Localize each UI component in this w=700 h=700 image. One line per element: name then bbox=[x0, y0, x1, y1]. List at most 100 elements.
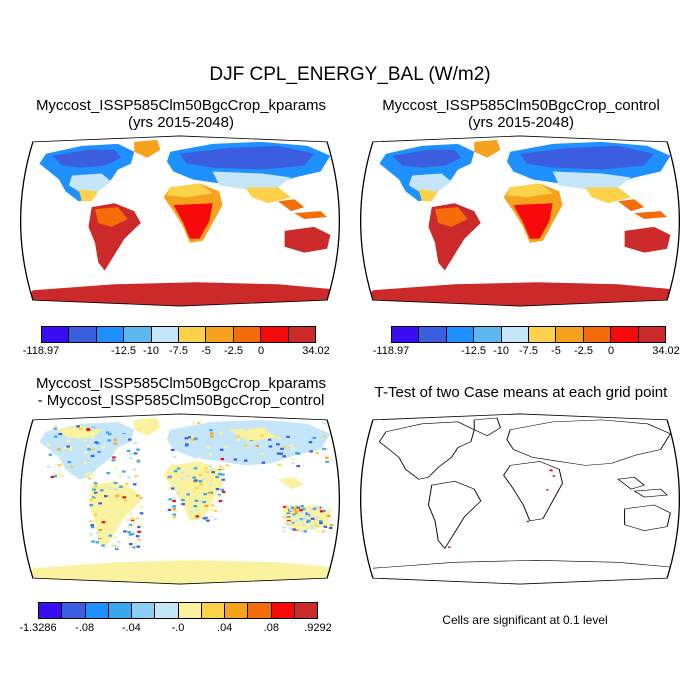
colorbar-swatch bbox=[179, 327, 207, 342]
difference-cell bbox=[137, 530, 141, 533]
difference-cell bbox=[128, 508, 132, 511]
difference-cell bbox=[90, 526, 95, 529]
difference-cell bbox=[315, 525, 320, 528]
difference-cell bbox=[221, 473, 225, 476]
difference-cell bbox=[243, 459, 248, 462]
difference-cell bbox=[96, 520, 100, 523]
difference-cell bbox=[294, 514, 299, 517]
difference-cell bbox=[89, 504, 94, 507]
colorbar-difference bbox=[38, 602, 318, 619]
colorbar-swatch bbox=[288, 327, 316, 342]
difference-cell bbox=[136, 517, 141, 520]
colorbar-difference-labels: -1.3286 -.08 -.04 -.0 .04 .08 .9292 bbox=[19, 622, 331, 636]
difference-cell bbox=[53, 472, 57, 475]
difference-cell bbox=[282, 526, 287, 529]
difference-cell bbox=[276, 452, 281, 455]
colorbar-swatch bbox=[69, 327, 97, 342]
difference-cell bbox=[184, 437, 189, 440]
difference-cell bbox=[122, 496, 127, 499]
difference-cell bbox=[294, 528, 299, 532]
colorbar-control bbox=[391, 326, 666, 343]
difference-cell bbox=[188, 478, 193, 482]
difference-cell bbox=[170, 448, 175, 452]
difference-cell bbox=[260, 452, 265, 455]
difference-cell bbox=[297, 436, 302, 439]
difference-cell bbox=[67, 464, 71, 467]
colorbar-swatch bbox=[155, 603, 179, 618]
difference-cell bbox=[282, 530, 286, 533]
difference-cell bbox=[50, 475, 55, 479]
difference-cell bbox=[46, 465, 51, 468]
difference-cell bbox=[107, 537, 112, 540]
difference-cell bbox=[289, 508, 293, 511]
difference-cell bbox=[84, 473, 88, 476]
difference-cell bbox=[291, 430, 296, 434]
colorbar-tick-label: -2.5 bbox=[224, 345, 243, 357]
difference-cell bbox=[233, 458, 238, 461]
difference-cell bbox=[315, 526, 319, 529]
colorbar-swatch bbox=[271, 603, 295, 618]
difference-cell bbox=[322, 509, 326, 512]
difference-cell bbox=[135, 535, 140, 538]
difference-cell bbox=[127, 525, 132, 528]
difference-cell bbox=[173, 470, 178, 473]
difference-cell bbox=[107, 433, 112, 436]
difference-cell bbox=[167, 487, 172, 490]
difference-cell bbox=[294, 511, 299, 514]
difference-cell bbox=[81, 434, 86, 437]
figure-title: DJF CPL_ENERGY_BAL (W/m2) bbox=[209, 64, 491, 85]
difference-cell bbox=[60, 463, 64, 466]
difference-cell bbox=[277, 437, 282, 440]
colorbar-swatch bbox=[124, 327, 152, 342]
panel-title-control-line2: (yrs 2015-2048) bbox=[468, 114, 574, 131]
difference-cell bbox=[206, 446, 211, 449]
colorbar-swatch bbox=[294, 603, 317, 618]
difference-cell bbox=[130, 532, 135, 535]
difference-cell bbox=[209, 427, 214, 430]
difference-cell bbox=[207, 491, 212, 494]
difference-cell bbox=[95, 497, 100, 500]
difference-cell bbox=[78, 428, 83, 431]
difference-cell bbox=[204, 466, 208, 470]
difference-cell bbox=[58, 432, 63, 436]
difference-cell bbox=[128, 513, 133, 516]
difference-cell bbox=[102, 535, 106, 538]
difference-cell bbox=[292, 513, 297, 516]
difference-cell bbox=[290, 462, 295, 465]
panel-title-ttest-line1: T-Test of two Case means at each grid po… bbox=[374, 384, 668, 401]
colorbar-swatch bbox=[261, 327, 289, 342]
difference-cell bbox=[139, 525, 144, 528]
difference-cell bbox=[301, 508, 306, 511]
difference-cell bbox=[107, 486, 112, 490]
difference-cell bbox=[107, 439, 112, 442]
difference-cell bbox=[68, 446, 73, 449]
difference-cell bbox=[212, 485, 217, 488]
difference-cell bbox=[323, 525, 328, 528]
difference-cell bbox=[294, 519, 298, 522]
difference-cell bbox=[139, 505, 144, 509]
difference-cell bbox=[132, 483, 137, 486]
difference-cell bbox=[53, 425, 58, 428]
difference-cell bbox=[131, 546, 136, 549]
difference-cell bbox=[176, 467, 181, 470]
difference-cell bbox=[106, 540, 111, 543]
difference-cell bbox=[188, 436, 192, 439]
colorbar-swatch bbox=[151, 327, 180, 342]
difference-cell bbox=[67, 440, 71, 443]
difference-cell bbox=[261, 431, 265, 434]
difference-cell bbox=[128, 523, 133, 527]
difference-cell bbox=[244, 432, 249, 436]
difference-cell bbox=[282, 455, 287, 458]
difference-cell bbox=[189, 510, 193, 513]
difference-cell bbox=[267, 438, 272, 441]
difference-cell bbox=[105, 431, 110, 434]
difference-cell bbox=[57, 448, 61, 451]
panel-title-diff-line1: Myccost_ISSP585Clm50BgcCrop_kparams bbox=[35, 375, 327, 392]
difference-cell bbox=[137, 497, 142, 500]
significant-cell bbox=[549, 469, 553, 472]
colorbar-tick-label: -10 bbox=[143, 345, 159, 357]
colorbar-control-labels: -118.97 -12.5 -10 -7.5 -5 -2.5 0 34.02 bbox=[373, 345, 680, 359]
difference-cell bbox=[186, 501, 191, 504]
panel-title-diff: Myccost_ISSP585Clm50BgcCrop_kparams - My… bbox=[16, 375, 346, 409]
difference-cell bbox=[103, 495, 108, 498]
